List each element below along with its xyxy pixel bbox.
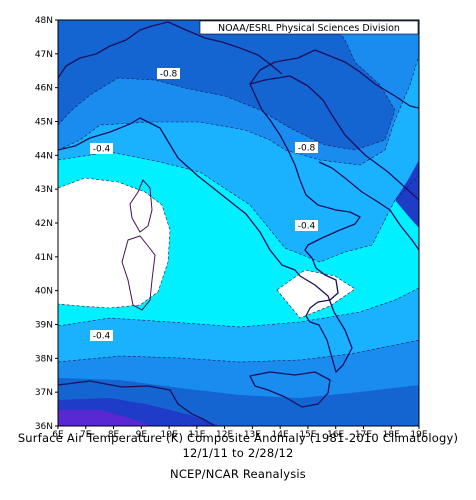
sicily-coastline (249, 371, 331, 408)
lat-tick-label: 39N (35, 321, 53, 331)
lat-tick-label: 40N (35, 287, 53, 297)
lon-tick-label: 15E (299, 430, 316, 440)
lon-tick-label: 6E (52, 430, 64, 440)
lon-tick-label: 17E (355, 430, 372, 440)
lat-tick-label: 41N (35, 253, 53, 263)
contour-line-core (58, 20, 396, 151)
credit-box (199, 20, 419, 35)
lon-tick-label: 13E (244, 430, 261, 440)
contour-label-north: -0.8 (157, 68, 180, 80)
lat-tick-label: 42N (35, 219, 53, 229)
latitude-axis: 48N 47N 46N 45N 44N 43N 42N 41N 40N 39N 38N 37N 36N (35, 16, 58, 432)
contour-label-east-text: -0.8 (298, 144, 316, 154)
contour-label-west: -0.4 (90, 143, 113, 155)
caption-source: NCEP/NCAR Reanalysis (170, 467, 306, 481)
longitude-axis: 6E 7E 8E 9E 10E 11E 12E 13E 14E 15E 16E 17E 18E 19E (52, 426, 428, 440)
lon-tick-label: 12E (216, 430, 233, 440)
lat-tick-label: 48N (35, 16, 53, 26)
contour-lines (58, 20, 419, 363)
lon-tick-label: 14E (272, 430, 289, 440)
contour-label-east: -0.8 (295, 142, 318, 154)
lat-tick-label: 38N (35, 354, 53, 364)
balkan-coastline (318, 161, 419, 251)
lon-tick-label: 11E (188, 430, 205, 440)
lon-tick-label: 8E (108, 430, 120, 440)
lat-tick-label: 45N (35, 118, 53, 128)
caption-dates: 12/1/11 to 2/28/12 (182, 446, 294, 460)
contour-line-south-outer (58, 339, 419, 363)
anomaly-band-violet-south (58, 410, 150, 426)
caption-title: Surface Air Temperature (K) Composite An… (17, 431, 459, 445)
lat-tick-label: 36N (35, 422, 53, 432)
island-outlines (121, 179, 156, 311)
lon-tick-label: 16E (327, 430, 344, 440)
lon-tick-label: 9E (136, 430, 148, 440)
sardinia-outline (121, 235, 156, 311)
contour-line-white-south (276, 269, 356, 319)
anomaly-patch-white-south (277, 270, 355, 318)
contour-line-south (58, 287, 419, 328)
lat-tick-label: 37N (35, 388, 53, 398)
contour-label-center-text: -0.4 (298, 222, 316, 232)
contour-label-center: -0.4 (295, 220, 318, 232)
alpine-border (58, 21, 283, 79)
contour-line-north-inner (58, 54, 419, 166)
contour-line-north (58, 151, 419, 263)
corsica-outline (129, 179, 153, 233)
contour-label-west-text: -0.4 (93, 145, 111, 155)
italy-coastline (58, 75, 419, 373)
lat-tick-label: 43N (35, 185, 53, 195)
lon-tick-label: 10E (161, 430, 178, 440)
lat-tick-label: 44N (35, 151, 53, 161)
lon-tick-label: 18E (383, 430, 400, 440)
africa-coastline (58, 380, 216, 426)
lon-tick-label: 19E (410, 430, 427, 440)
contour-line-white-west (58, 177, 171, 309)
north-border (249, 49, 419, 109)
map-plot-area (58, 20, 419, 426)
coastlines (58, 21, 419, 426)
lat-tick-label: 46N (35, 84, 53, 94)
anomaly-patch-white-west (58, 178, 170, 308)
contour-label-south: -0.4 (90, 330, 113, 342)
contour-label-south-text: -0.4 (93, 332, 111, 342)
contour-value-labels: -0.8 -0.4 -0.8 -0.4 -0.4 (90, 68, 318, 342)
lon-tick-label: 7E (80, 430, 92, 440)
credit-label: NOAA/ESRL Physical Sciences Division (218, 23, 400, 34)
lat-tick-label: 47N (35, 50, 53, 60)
contour-label-north-text: -0.8 (160, 70, 178, 80)
anomaly-band-deep-blue-east (395, 160, 419, 228)
